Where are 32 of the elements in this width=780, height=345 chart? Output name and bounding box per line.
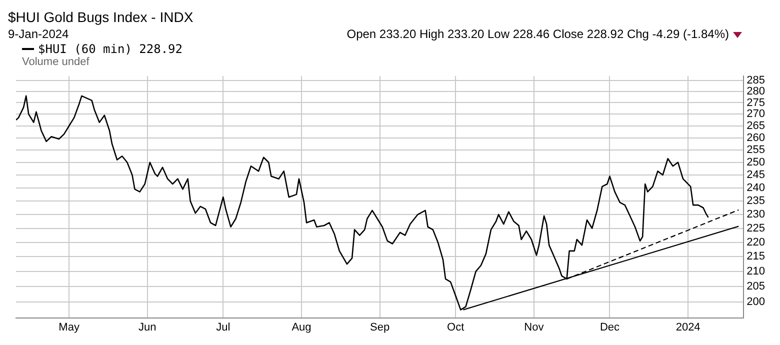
y-tick-label: 280 xyxy=(746,85,766,98)
x-tick-label: Dec xyxy=(600,321,620,334)
text: Volume undef xyxy=(22,56,90,69)
x-tick-label: Oct xyxy=(447,321,464,334)
x-tick-label: Nov xyxy=(524,321,544,334)
x-tick-label: Jul xyxy=(216,321,230,334)
x-tick-label: Jun xyxy=(138,321,156,334)
x-tick-label: May xyxy=(58,321,80,334)
text: Open 233.20 High 233.20 Low 228.46 Close 228.92 Chg -4.29 (-1.84%) xyxy=(346,27,729,41)
legend-label: $HUI (60 min) 228.92 xyxy=(38,42,182,56)
chart-title: $HUI Gold Bugs Index - INDX xyxy=(8,8,194,26)
y-tick-label: 235 xyxy=(746,195,766,208)
y-tick-label: 230 xyxy=(746,208,766,221)
y-tick-label: 225 xyxy=(746,222,766,234)
x-tick-label: 2024 xyxy=(676,321,700,334)
y-tick-label: 200 xyxy=(746,296,766,308)
y-tick-label: 265 xyxy=(746,120,766,132)
y-tick-label: 205 xyxy=(746,280,766,293)
y-tick-label: 255 xyxy=(746,144,766,156)
y-tick-label: 260 xyxy=(746,132,766,144)
y-tick-label: 245 xyxy=(746,169,766,182)
y-tick-label: 220 xyxy=(746,236,766,248)
y-tick-label: 240 xyxy=(746,182,766,194)
y-tick-label: 285 xyxy=(746,74,766,86)
y-tick-label: 275 xyxy=(746,96,766,109)
chart-subtitle: 9-Jan-2024 xyxy=(8,26,69,42)
x-tick-label: Aug xyxy=(292,321,312,334)
y-tick-label: 250 xyxy=(746,156,766,168)
y-tick-label: 210 xyxy=(746,265,766,278)
y-tick-label: 270 xyxy=(746,108,766,120)
y-tick-label: 215 xyxy=(746,250,766,263)
x-tick-label: Sep xyxy=(370,321,390,334)
